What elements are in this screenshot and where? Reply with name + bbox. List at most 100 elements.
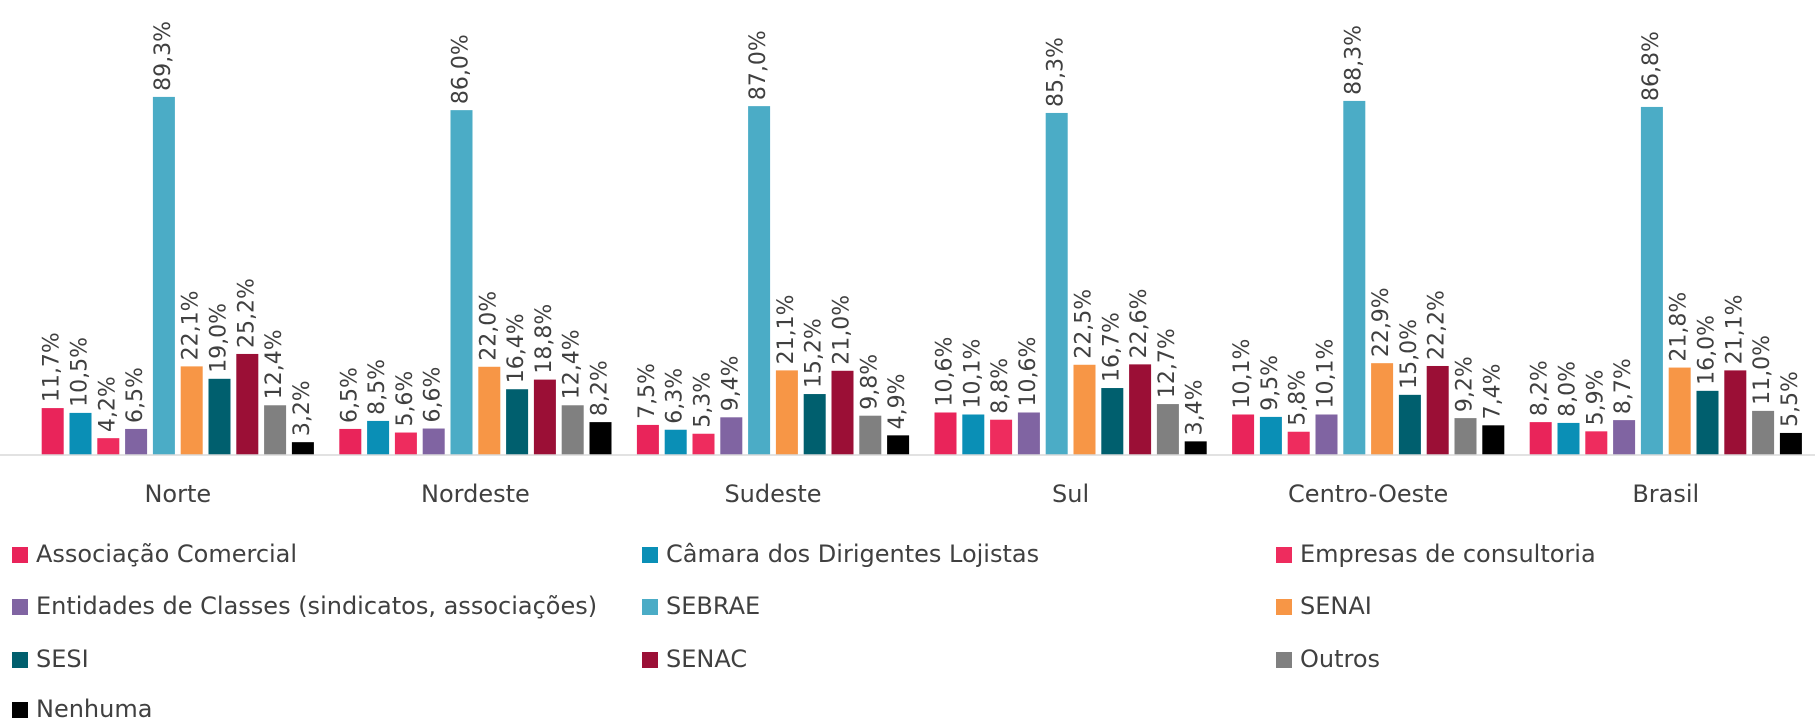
- data-label: 5,3%: [691, 372, 716, 428]
- bar: [236, 353, 259, 455]
- legend-swatch: [1276, 599, 1292, 615]
- bar: [208, 378, 231, 455]
- bar: [934, 412, 957, 455]
- bar: [1779, 432, 1802, 455]
- bar: [291, 442, 314, 455]
- data-label: 6,3%: [663, 368, 688, 424]
- data-label: 10,6%: [933, 337, 958, 407]
- data-label: 8,2%: [588, 360, 613, 416]
- data-label: 4,9%: [885, 373, 910, 429]
- data-label: 9,4%: [718, 355, 743, 411]
- bar: [1287, 431, 1310, 455]
- data-label: 15,0%: [1397, 319, 1422, 389]
- legend-swatch: [642, 547, 658, 563]
- bar: [1259, 416, 1282, 455]
- bar: [1668, 367, 1691, 455]
- bar: [1454, 418, 1477, 455]
- data-label: 21,1%: [1722, 294, 1747, 364]
- bar: [859, 415, 882, 455]
- bar: [264, 405, 287, 455]
- data-label: 6,5%: [337, 367, 362, 423]
- bar: [831, 370, 854, 455]
- legend-swatch: [1276, 547, 1292, 563]
- x-tick-label: Nordeste: [421, 480, 530, 508]
- bar: [41, 408, 64, 455]
- bar: [962, 414, 985, 455]
- data-label: 10,1%: [1314, 339, 1339, 409]
- bar: [1371, 363, 1394, 455]
- data-label: 7,4%: [1480, 363, 1505, 419]
- legend-swatch: [642, 599, 658, 615]
- bar: [1752, 410, 1775, 455]
- data-label: 10,5%: [68, 337, 93, 407]
- x-tick-label: Brasil: [1632, 480, 1699, 508]
- bar: [478, 366, 501, 455]
- bar: [450, 110, 473, 455]
- data-label: 19,0%: [207, 303, 232, 373]
- data-label: 16,4%: [504, 313, 529, 383]
- bar: [69, 412, 92, 455]
- data-label: 8,2%: [1528, 360, 1553, 416]
- bar: [1045, 112, 1068, 456]
- data-label: 9,2%: [1453, 356, 1478, 412]
- data-label: 8,7%: [1611, 358, 1636, 414]
- bar: [422, 428, 445, 455]
- data-label: 6,6%: [421, 367, 446, 423]
- data-label: 22,5%: [1072, 289, 1097, 359]
- legend-label: Nenhuma: [36, 695, 152, 723]
- legend-swatch: [1276, 652, 1292, 668]
- data-label: 16,7%: [1099, 312, 1124, 382]
- data-label: 7,5%: [635, 363, 660, 419]
- bar: [692, 433, 715, 455]
- data-label: 9,5%: [1258, 355, 1283, 411]
- legend-label: SEBRAE: [666, 592, 760, 620]
- data-label: 3,4%: [1183, 379, 1208, 435]
- data-label: 5,6%: [393, 371, 418, 427]
- bar: [1426, 365, 1449, 455]
- data-label: 4,2%: [95, 376, 120, 432]
- legend-swatch: [642, 652, 658, 668]
- data-label: 86,0%: [449, 34, 474, 104]
- data-label: 12,7%: [1155, 328, 1180, 398]
- data-label: 8,0%: [1556, 361, 1581, 417]
- data-label: 21,1%: [774, 294, 799, 364]
- bar: [97, 438, 120, 455]
- data-label: 12,4%: [560, 329, 585, 399]
- data-label: 5,5%: [1778, 371, 1803, 427]
- data-label: 21,0%: [830, 295, 855, 365]
- data-label: 89,3%: [151, 21, 176, 91]
- bar: [1585, 431, 1608, 455]
- data-label: 8,5%: [365, 359, 390, 415]
- legend-label: Outros: [1300, 645, 1380, 673]
- data-label: 10,6%: [1016, 337, 1041, 407]
- x-tick-label: Norte: [144, 480, 211, 508]
- data-label: 3,2%: [290, 380, 315, 436]
- data-label: 87,0%: [746, 30, 771, 100]
- data-label: 9,8%: [857, 354, 882, 410]
- legend-swatch: [12, 547, 28, 563]
- data-label: 15,2%: [802, 318, 827, 388]
- bar: [506, 389, 529, 455]
- bar: [1696, 390, 1719, 455]
- bar: [394, 432, 417, 455]
- legend-label: SESI: [36, 645, 89, 673]
- bar: [1398, 394, 1421, 455]
- bar: [1613, 420, 1636, 455]
- data-label: 21,8%: [1667, 292, 1692, 362]
- data-label: 22,6%: [1127, 288, 1152, 358]
- bar: [1343, 100, 1366, 456]
- bar: [533, 379, 556, 455]
- bar: [1315, 414, 1338, 455]
- data-label: 85,3%: [1044, 37, 1069, 107]
- data-label: 22,1%: [179, 290, 204, 360]
- data-label: 22,9%: [1369, 287, 1394, 357]
- x-tick-label: Sul: [1052, 480, 1089, 508]
- data-label: 12,4%: [262, 329, 287, 399]
- data-label: 8,8%: [988, 358, 1013, 414]
- bar: [1482, 425, 1505, 455]
- bar: [1640, 106, 1663, 455]
- legend-swatch: [12, 702, 28, 718]
- data-label: 22,0%: [476, 291, 501, 361]
- legend-swatch: [12, 599, 28, 615]
